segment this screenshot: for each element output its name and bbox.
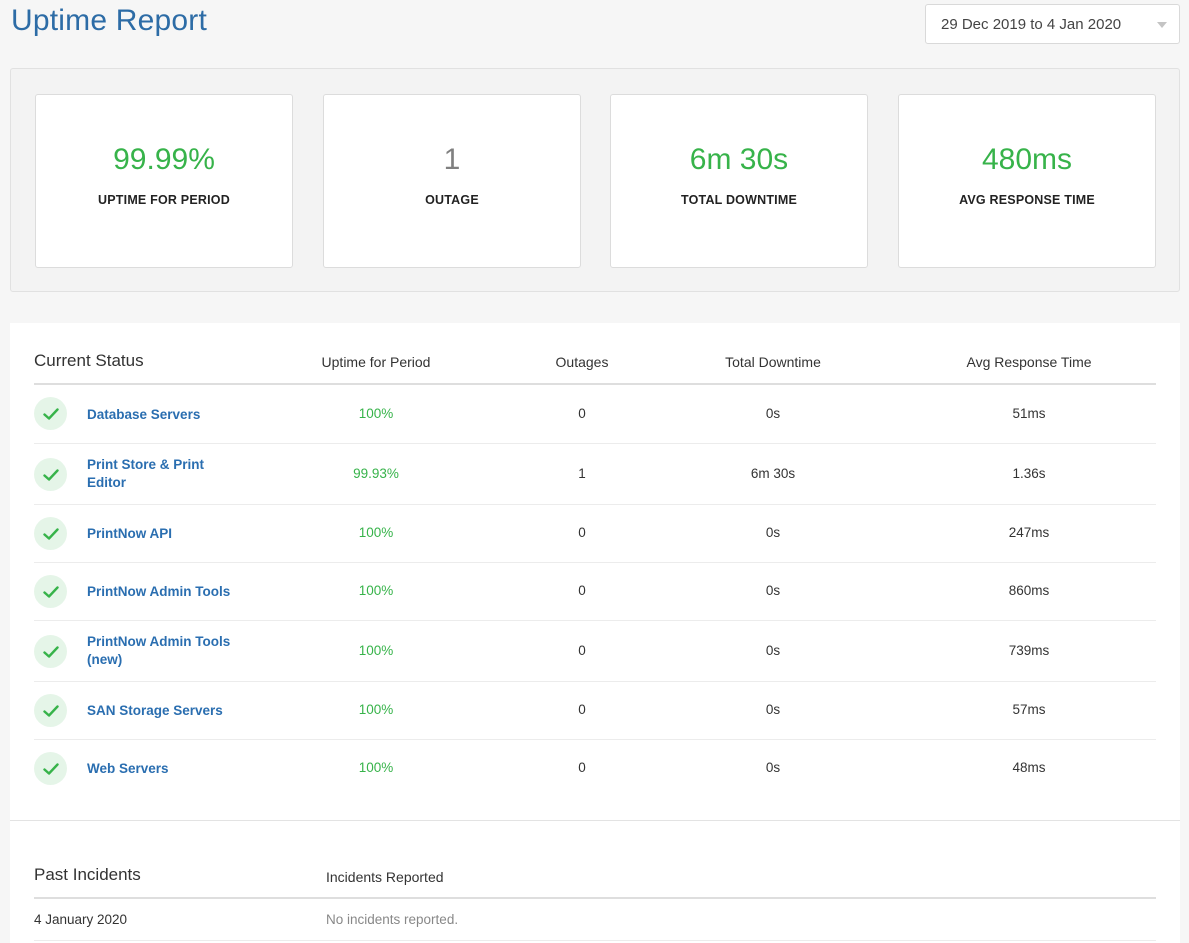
service-link[interactable]: PrintNow Admin Tools (new) (87, 634, 231, 667)
incidents-table-header: Past Incidents Incidents Reported (34, 861, 1156, 899)
cell-outages: 0 (578, 702, 586, 717)
status-row: PrintNow Admin Tools (new) 100% 0 0s 739… (34, 621, 1156, 682)
status-row: Database Servers 100% 0 0s 51ms (34, 387, 1156, 444)
status-row: PrintNow Admin Tools 100% 0 0s 860ms (34, 563, 1156, 621)
status-table-header: Current Status Uptime for Period Outages… (34, 347, 1156, 385)
cell-response: 739ms (1008, 643, 1050, 658)
cell-response: 48ms (1012, 760, 1046, 775)
column-header-outages: Outages (555, 354, 609, 370)
cell-response: 57ms (1012, 702, 1046, 717)
status-row: Web Servers 100% 0 0s 48ms (34, 740, 1156, 798)
check-icon (34, 397, 67, 430)
cell-outages: 0 (578, 583, 586, 598)
cell-outages: 1 (578, 466, 586, 481)
section-title-current-status: Current Status (34, 351, 144, 370)
incident-row: 4 January 2020 No incidents reported. (34, 901, 1156, 941)
check-icon (34, 517, 67, 550)
summary-panel: 99.99% UPTIME FOR PERIOD 1 OUTAGE 6m 30s… (10, 68, 1180, 292)
cell-outages: 0 (578, 760, 586, 775)
service-link[interactable]: Web Servers (87, 761, 169, 776)
cell-response: 860ms (1008, 583, 1050, 598)
column-header-response: Avg Response Time (966, 354, 1092, 370)
column-header-incidents: Incidents Reported (326, 869, 444, 885)
check-icon (34, 694, 67, 727)
cell-response: 247ms (1008, 525, 1050, 540)
cell-response: 51ms (1012, 406, 1046, 421)
status-panel: Current Status Uptime for Period Outages… (10, 323, 1180, 943)
cell-outages: 0 (578, 525, 586, 540)
cell-uptime: 100% (358, 525, 394, 540)
cell-downtime: 0s (765, 583, 781, 598)
service-link[interactable]: Print Store & Print Editor (87, 457, 205, 490)
stat-value: 480ms (981, 143, 1073, 176)
cell-outages: 0 (578, 406, 586, 421)
section-title-past-incidents: Past Incidents (34, 865, 141, 884)
cell-uptime: 99.93% (353, 466, 399, 481)
cell-uptime: 100% (358, 760, 394, 775)
cell-downtime: 0s (765, 760, 781, 775)
check-icon (34, 752, 67, 785)
page-title: Uptime Report (11, 4, 208, 37)
incident-date: 4 January 2020 (34, 912, 128, 927)
stat-value: 6m 30s (689, 143, 789, 176)
cell-outages: 0 (578, 643, 586, 658)
column-header-downtime: Total Downtime (725, 354, 821, 370)
cell-downtime: 0s (765, 406, 781, 421)
stat-label: TOTAL DOWNTIME (681, 193, 797, 207)
cell-uptime: 100% (358, 643, 394, 658)
status-row: PrintNow API 100% 0 0s 247ms (34, 505, 1156, 563)
check-icon (34, 635, 67, 668)
cell-response: 1.36s (1012, 466, 1046, 481)
stat-card-response: 480ms AVG RESPONSE TIME (898, 94, 1156, 268)
cell-downtime: 6m 30s (750, 466, 796, 481)
service-link[interactable]: PrintNow Admin Tools (87, 584, 231, 599)
service-link[interactable]: PrintNow API (87, 526, 173, 541)
service-link[interactable]: Database Servers (87, 407, 201, 422)
cell-downtime: 0s (765, 643, 781, 658)
service-link[interactable]: SAN Storage Servers (87, 703, 223, 718)
stat-label: UPTIME FOR PERIOD (98, 193, 230, 207)
cell-downtime: 0s (765, 702, 781, 717)
cell-uptime: 100% (358, 583, 394, 598)
check-icon (34, 575, 67, 608)
stat-label: AVG RESPONSE TIME (959, 193, 1095, 207)
stat-card-outage: 1 OUTAGE (323, 94, 581, 268)
cell-downtime: 0s (765, 525, 781, 540)
stat-card-uptime: 99.99% UPTIME FOR PERIOD (35, 94, 293, 268)
date-range-value: 29 Dec 2019 to 4 Jan 2020 (941, 15, 1122, 33)
column-header-uptime: Uptime for Period (321, 354, 431, 370)
date-range-select[interactable]: 29 Dec 2019 to 4 Jan 2020 (925, 4, 1180, 44)
chevron-down-icon (1157, 22, 1167, 28)
status-row: SAN Storage Servers 100% 0 0s 57ms (34, 682, 1156, 740)
stat-value: 99.99% (113, 143, 215, 176)
cell-uptime: 100% (358, 702, 394, 717)
incident-text: No incidents reported. (326, 912, 459, 927)
cell-uptime: 100% (358, 406, 394, 421)
check-icon (34, 458, 67, 491)
section-divider (10, 820, 1180, 821)
stat-value: 1 (443, 143, 461, 176)
status-row: Print Store & Print Editor 99.93% 1 6m 3… (34, 444, 1156, 505)
stat-label: OUTAGE (425, 193, 479, 207)
stat-card-downtime: 6m 30s TOTAL DOWNTIME (610, 94, 868, 268)
